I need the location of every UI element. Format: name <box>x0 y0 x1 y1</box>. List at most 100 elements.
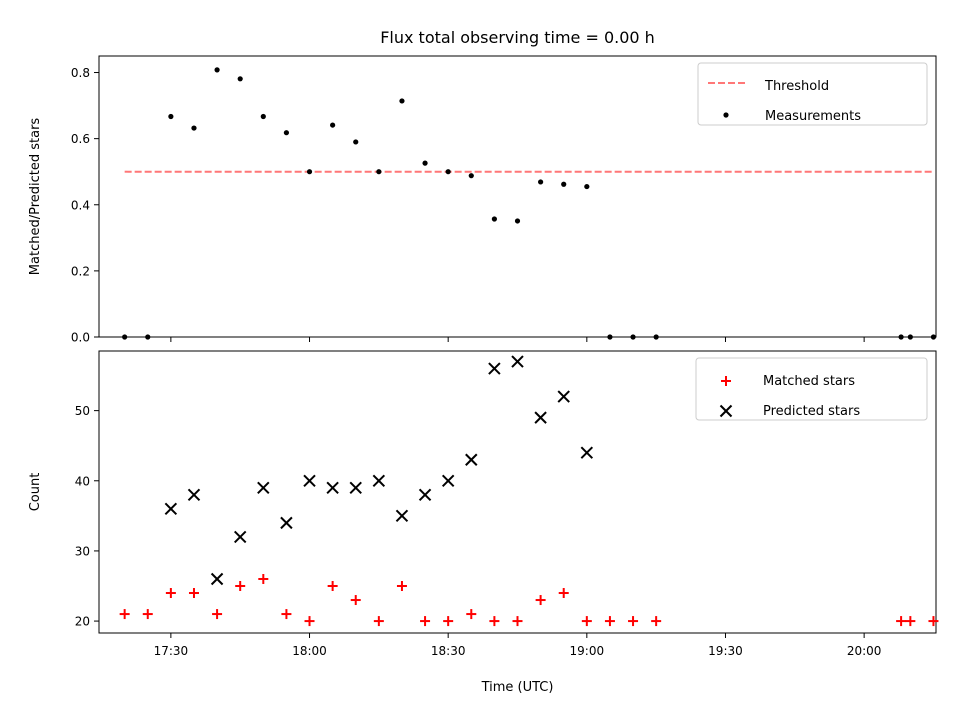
y-axis-label: Matched/Predicted stars <box>28 118 43 276</box>
measurement-point <box>907 334 913 340</box>
panel-2: 20 30 40 50 17:30 18:00 18:30 19:00 19:30 20:00 Co… <box>28 350 939 695</box>
measurement-point <box>168 113 174 120</box>
matched-star-point <box>604 616 615 627</box>
y-tick-label: 40 <box>75 474 90 488</box>
cross-b <box>303 474 316 487</box>
predicted-star-point <box>465 453 478 466</box>
matched-star-point <box>628 616 639 627</box>
cross-b <box>511 355 524 368</box>
predicted-star-point <box>488 362 501 375</box>
y-tick-label: 0.0 <box>71 331 90 345</box>
matched-star-point <box>212 609 223 620</box>
predicted-star-point <box>257 481 270 494</box>
cross-b <box>534 411 547 424</box>
x-tick-label: 18:00 <box>292 644 327 658</box>
matched-star-point <box>281 609 292 620</box>
chart-title: Flux total observing time = 0.00 h <box>380 28 655 47</box>
legend-label: Measurements <box>765 109 861 124</box>
measurement-point <box>538 179 544 185</box>
predicted-star-point <box>418 488 432 502</box>
predicted-star-point <box>580 446 594 459</box>
legend-matched-swatch <box>721 376 731 386</box>
measurement-point <box>607 334 613 340</box>
matched-star-point <box>512 616 523 627</box>
matched-star-point <box>350 595 361 606</box>
x-tick-label: 17:30 <box>154 644 189 658</box>
measurement-point <box>330 122 336 128</box>
x-tick-label: 19:00 <box>570 644 605 658</box>
cross-b <box>580 446 594 459</box>
y-tick-label: 30 <box>75 544 90 558</box>
matched-star-point <box>466 609 477 620</box>
predicted-star-point <box>233 530 247 544</box>
matched-star-point <box>489 616 500 627</box>
matched-star-point <box>304 616 315 627</box>
legend-predicted-swatch <box>719 404 733 418</box>
measurement-point <box>514 218 521 224</box>
y-tick-label: 0.4 <box>71 198 90 212</box>
cross-b <box>465 453 478 466</box>
y-tick-label: 0.8 <box>71 66 90 80</box>
measurement-point <box>584 183 590 190</box>
legend-box <box>695 357 928 421</box>
matched-star-point <box>165 588 176 599</box>
measurement-point <box>260 113 266 120</box>
measurement-point <box>561 181 567 187</box>
matched-star-point <box>258 573 269 584</box>
legend-measurement-swatch <box>723 112 729 118</box>
predicted-star-point <box>395 509 409 523</box>
legend-box <box>697 62 928 126</box>
axes-frame <box>98 350 937 634</box>
matched-star-point <box>928 616 939 627</box>
cross-b <box>441 474 455 487</box>
y-axis-label: Count <box>28 473 43 512</box>
predicted-star-point <box>534 411 547 424</box>
legend-label: Threshold <box>764 79 829 94</box>
matched-star-point <box>119 609 130 620</box>
predicted-star-point <box>303 474 316 487</box>
predicted-star-point <box>349 481 362 494</box>
measurement-point <box>237 76 243 82</box>
cross-b <box>326 481 339 494</box>
measurement-point <box>122 334 128 340</box>
matched-star-point <box>327 581 338 591</box>
cross-b <box>372 474 386 487</box>
measurement-point <box>930 334 937 340</box>
measurement-point <box>306 169 313 175</box>
predicted-star-point <box>557 390 570 403</box>
panel-1: 0.0 0.2 0.4 0.6 0.8 Matched/Predicted stars Fl… <box>28 28 937 345</box>
matched-star-point <box>651 616 662 627</box>
predicted-star-point <box>280 516 293 530</box>
y-tick-label: 20 <box>75 615 90 629</box>
measurement-point <box>214 67 220 73</box>
measurement-point <box>898 334 904 340</box>
measurement-point <box>399 98 405 104</box>
cross-b <box>395 509 409 523</box>
legend-label: Matched stars <box>763 374 855 389</box>
x-tick-label: 19:30 <box>708 644 743 658</box>
predicted-star-point <box>187 488 201 502</box>
cross-b <box>418 488 432 502</box>
predicted-star-point <box>511 355 524 368</box>
x-tick-label: 20:00 <box>847 644 882 658</box>
cross-b <box>164 502 178 516</box>
cross-b <box>187 488 201 502</box>
x-axis-label: Time (UTC) <box>481 680 554 695</box>
measurement-point <box>191 125 197 131</box>
series-predicted-stars <box>164 355 594 586</box>
cross-b <box>233 530 247 544</box>
matched-star-point <box>581 616 592 627</box>
matched-star-point <box>188 588 199 599</box>
cross-b <box>257 481 270 494</box>
predicted-star-point <box>210 572 224 586</box>
measurement-point <box>468 173 474 179</box>
measurement-point <box>353 139 359 145</box>
measurement-point <box>630 334 636 340</box>
measurement-point <box>445 169 451 175</box>
matched-star-point <box>420 616 431 627</box>
matched-star-point <box>373 616 384 627</box>
cross-b <box>280 516 293 530</box>
series-measurements <box>122 67 937 340</box>
cross-b <box>557 390 570 403</box>
matched-star-point <box>535 595 546 606</box>
